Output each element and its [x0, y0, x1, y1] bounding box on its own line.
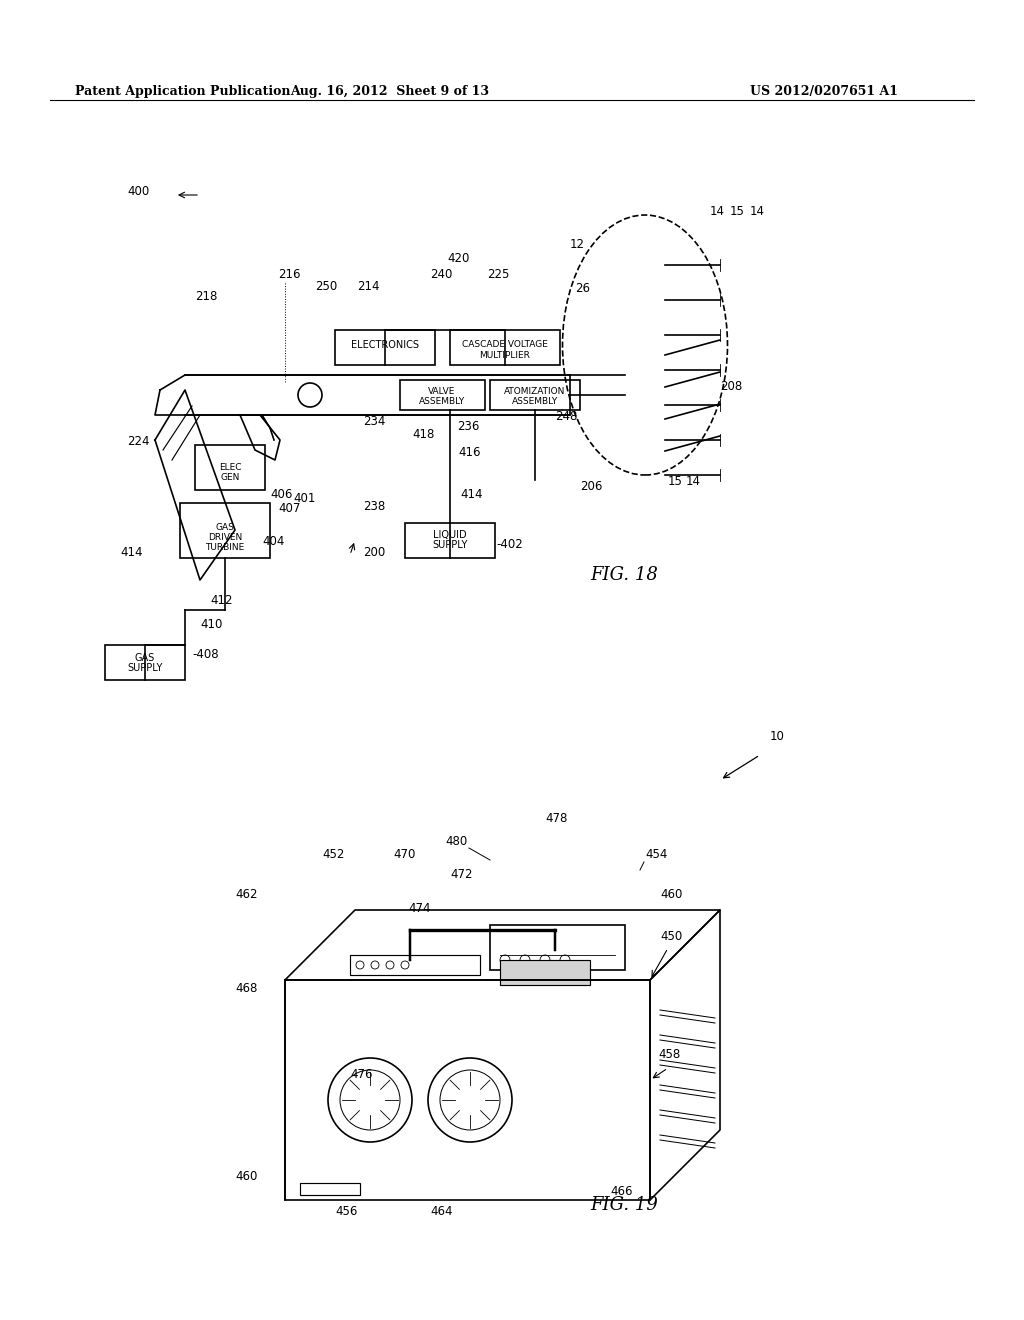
Text: CASCADE VOLTAGE: CASCADE VOLTAGE: [462, 341, 548, 348]
Text: 26: 26: [575, 282, 590, 294]
Text: 214: 214: [357, 280, 380, 293]
Text: 224: 224: [128, 436, 150, 447]
Text: -402: -402: [496, 539, 522, 550]
Text: 412: 412: [210, 594, 232, 607]
FancyBboxPatch shape: [105, 645, 185, 680]
FancyBboxPatch shape: [500, 960, 590, 985]
Text: US 2012/0207651 A1: US 2012/0207651 A1: [750, 84, 898, 98]
Text: GAS: GAS: [135, 653, 155, 663]
Text: 460: 460: [236, 1170, 258, 1183]
Text: Patent Application Publication: Patent Application Publication: [75, 84, 291, 98]
Text: SUPPLY: SUPPLY: [432, 540, 468, 550]
FancyBboxPatch shape: [406, 523, 495, 558]
Text: 14: 14: [750, 205, 765, 218]
Text: LIQUID: LIQUID: [433, 531, 467, 540]
Text: 454: 454: [645, 847, 668, 861]
Text: 464: 464: [430, 1205, 453, 1218]
Text: 236: 236: [457, 420, 479, 433]
Text: 400: 400: [127, 185, 150, 198]
Text: 234: 234: [362, 414, 385, 428]
Text: 472: 472: [450, 869, 472, 880]
Text: 462: 462: [236, 888, 258, 902]
Text: ATOMIZATION: ATOMIZATION: [504, 387, 565, 396]
Text: 414: 414: [460, 488, 482, 502]
Text: FIG. 18: FIG. 18: [590, 566, 657, 583]
Text: 216: 216: [278, 268, 300, 281]
Text: 10: 10: [770, 730, 784, 743]
Text: 460: 460: [660, 888, 682, 902]
Text: 240: 240: [430, 268, 453, 281]
Text: MULTIPLIER: MULTIPLIER: [479, 351, 530, 360]
FancyBboxPatch shape: [400, 380, 485, 411]
Text: 407: 407: [278, 502, 300, 515]
Text: 12: 12: [570, 238, 585, 251]
Text: 250: 250: [315, 280, 337, 293]
Text: 476: 476: [350, 1068, 373, 1081]
FancyBboxPatch shape: [450, 330, 560, 366]
Text: 480: 480: [445, 836, 468, 847]
Text: ASSEMBLY: ASSEMBLY: [419, 397, 465, 407]
Text: VALVE: VALVE: [428, 387, 456, 396]
Text: DRIVEN: DRIVEN: [208, 533, 242, 543]
Text: 474: 474: [408, 902, 430, 915]
Text: 456: 456: [335, 1205, 357, 1218]
Text: FIG. 19: FIG. 19: [590, 1196, 657, 1214]
FancyBboxPatch shape: [335, 330, 435, 366]
Text: 200: 200: [362, 546, 385, 558]
Text: 401: 401: [293, 492, 315, 506]
Text: 478: 478: [545, 812, 567, 825]
Text: TURBINE: TURBINE: [206, 543, 245, 552]
Text: 218: 218: [195, 290, 217, 304]
Text: 416: 416: [458, 446, 480, 459]
FancyBboxPatch shape: [180, 503, 270, 558]
Text: GAS: GAS: [216, 523, 234, 532]
Text: Aug. 16, 2012  Sheet 9 of 13: Aug. 16, 2012 Sheet 9 of 13: [291, 84, 489, 98]
FancyBboxPatch shape: [350, 954, 480, 975]
Text: 452: 452: [323, 847, 345, 861]
Text: 15: 15: [668, 475, 683, 488]
Text: 208: 208: [720, 380, 742, 393]
Text: 225: 225: [487, 268, 509, 281]
Text: -408: -408: [193, 648, 219, 661]
Text: 458: 458: [658, 1048, 680, 1061]
Text: 450: 450: [660, 931, 682, 942]
Text: 248: 248: [555, 411, 578, 422]
FancyBboxPatch shape: [300, 1183, 360, 1195]
Text: 414: 414: [120, 546, 142, 558]
Text: 466: 466: [610, 1185, 633, 1199]
Text: 238: 238: [362, 500, 385, 513]
FancyBboxPatch shape: [490, 925, 625, 970]
Text: 418: 418: [412, 428, 434, 441]
Text: 206: 206: [580, 480, 602, 492]
Text: 15: 15: [730, 205, 744, 218]
Text: 420: 420: [447, 252, 469, 265]
Text: SUPPLY: SUPPLY: [127, 663, 163, 673]
Text: 406: 406: [270, 488, 293, 502]
Text: 470: 470: [393, 847, 416, 861]
Text: 468: 468: [236, 982, 258, 995]
Text: 14: 14: [686, 475, 701, 488]
Text: 14: 14: [710, 205, 725, 218]
Text: ELEC: ELEC: [219, 463, 242, 473]
FancyBboxPatch shape: [490, 380, 580, 411]
Text: 410: 410: [200, 618, 222, 631]
Text: ELECTRONICS: ELECTRONICS: [351, 341, 419, 350]
Text: 404: 404: [262, 535, 285, 548]
Text: ASSEMBLY: ASSEMBLY: [512, 397, 558, 407]
Text: GEN: GEN: [220, 473, 240, 482]
FancyBboxPatch shape: [195, 445, 265, 490]
